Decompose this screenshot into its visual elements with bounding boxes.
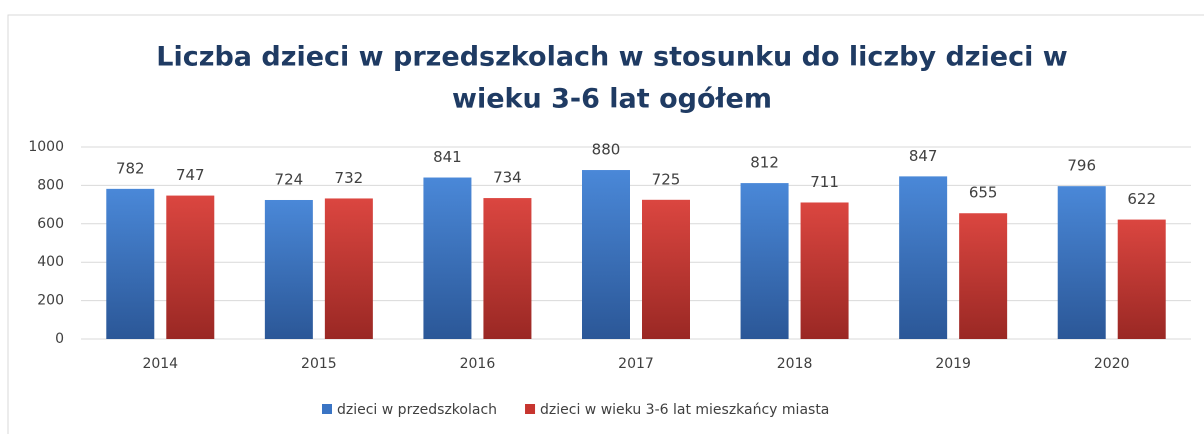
data-label: 725 xyxy=(652,170,681,188)
bar xyxy=(582,170,630,339)
data-label: 880 xyxy=(592,141,621,159)
y-tick-label: 0 xyxy=(55,331,64,347)
x-tick-label: 2018 xyxy=(777,356,813,372)
bar xyxy=(1117,219,1166,339)
bar xyxy=(740,183,789,339)
data-label: 841 xyxy=(433,148,462,166)
bar xyxy=(959,213,1008,339)
data-label: 622 xyxy=(1127,190,1156,208)
y-tick-label: 200 xyxy=(37,293,64,309)
bar xyxy=(324,198,373,339)
y-tick-label: 400 xyxy=(37,254,64,270)
data-label: 782 xyxy=(116,159,145,177)
bar xyxy=(1057,186,1106,339)
bar xyxy=(166,195,215,339)
x-tick-label: 2016 xyxy=(460,356,496,372)
x-tick-label: 2020 xyxy=(1094,356,1130,372)
legend-label: dzieci w wieku 3-6 lat mieszkańcy miasta xyxy=(540,402,829,418)
data-label: 724 xyxy=(275,170,304,188)
bar xyxy=(106,188,155,339)
bar xyxy=(483,198,532,339)
data-label: 847 xyxy=(909,147,938,165)
y-tick-label: 1000 xyxy=(28,139,64,155)
x-tick-label: 2015 xyxy=(301,356,337,372)
bar xyxy=(264,199,313,339)
x-tick-label: 2019 xyxy=(935,356,971,372)
data-label: 655 xyxy=(969,184,998,202)
bar xyxy=(642,199,690,339)
data-label: 747 xyxy=(176,166,205,184)
data-label: 711 xyxy=(810,173,839,191)
data-label: 732 xyxy=(335,169,364,187)
bar xyxy=(899,176,948,339)
y-tick-label: 600 xyxy=(37,216,64,232)
x-tick-label: 2014 xyxy=(142,356,178,372)
data-label: 812 xyxy=(750,154,779,172)
bar xyxy=(423,177,472,339)
legend-swatch xyxy=(525,404,536,414)
y-tick-label: 800 xyxy=(37,177,64,193)
bar xyxy=(800,202,849,339)
data-label: 734 xyxy=(493,169,522,187)
legend-swatch xyxy=(322,404,332,414)
chart-title: wieku 3-6 lat ogółem xyxy=(452,84,772,115)
data-label: 796 xyxy=(1067,157,1096,175)
chart-title: Liczba dzieci w przedszkolach w stosunku… xyxy=(156,42,1067,73)
legend-label: dzieci w przedszkolach xyxy=(337,402,497,418)
x-tick-label: 2017 xyxy=(618,356,654,372)
